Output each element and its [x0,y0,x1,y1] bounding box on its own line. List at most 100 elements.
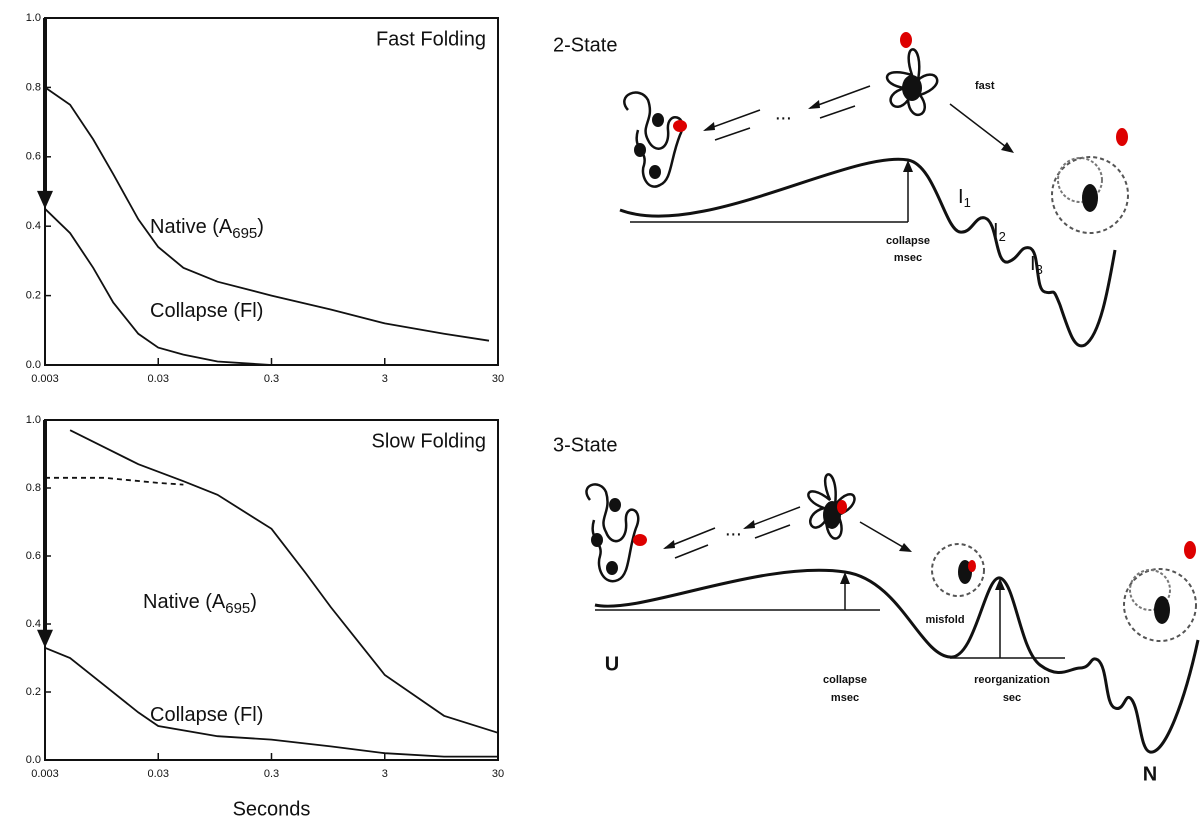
y-tick-label: 0.0 [26,359,41,371]
native-coil [1129,569,1171,611]
y-tick-label: 0.0 [26,754,41,766]
residue [591,533,603,547]
native-protein [1051,156,1129,234]
red-label [837,500,847,514]
y-tick-label: 0.2 [26,686,41,698]
misfolded-protein [931,543,985,597]
chart: 0.0 0.2 0.4 0.6 0.8 1.0 0.003 0.03 0.3 3 30 Slow Fo… [26,414,504,820]
arrow-head [663,540,675,549]
arrow-head [995,578,1005,590]
label: sec [1003,692,1021,704]
x-tick-label: 0.003 [31,373,59,385]
x-tick-label: 0.3 [264,373,279,385]
series-label-part: ) [250,591,257,613]
arrow-head [37,190,53,209]
residue [609,498,621,512]
label: reorganization [974,674,1050,686]
residue [606,561,618,575]
series-label: Native (A695) [143,591,257,617]
label: msec [831,692,859,704]
y-tick-label: 1.0 [26,414,41,426]
arrow-head [899,543,912,552]
y-tick-label: 1.0 [26,12,41,24]
diagram-title: 2-State [553,34,617,56]
dots: ... [775,102,792,124]
arrow [859,521,909,551]
y-tick-label: 0.4 [26,220,41,232]
x-tick-label: 0.003 [31,768,59,780]
data-line [69,429,499,734]
series-label: Native (A695) [150,216,264,242]
x-tick-label: 30 [492,768,504,780]
series-label-part: 695 [225,600,250,617]
arrow-head [903,160,913,172]
arrow [949,103,1011,151]
series-label-part: Collapse (Fl) [150,704,263,726]
energy-landscape [619,157,1117,348]
intermediate: I2 [993,220,1006,244]
arrow [754,524,791,539]
y-tick-label: 0.4 [26,618,41,630]
red-label [1116,128,1128,146]
label: collapse [823,674,867,686]
residue [634,143,646,157]
unfolded-protein [623,91,684,188]
native-protein [1123,568,1197,642]
residue [649,165,661,179]
series-label: Collapse (Fl) [150,704,263,726]
x-tick-label: 3 [382,373,388,385]
collapsed-protein [807,473,856,540]
y-tick-label: 0.6 [26,151,41,163]
unfolded-protein [585,483,640,583]
energy-landscape [594,568,1200,754]
chart: 0.0 0.2 0.4 0.6 0.8 1.0 0.003 0.03 0.3 3 30 Fast Fo… [26,12,504,385]
label: misfold [925,614,964,626]
data-line [44,208,272,366]
red-label [633,534,647,546]
series-label-part: Collapse (Fl) [150,300,263,322]
data-line [44,86,490,342]
arrow-head [808,100,820,109]
three-state-diagram: 3-State U collapse msec misfold reorgani… [553,434,1200,785]
core [1154,596,1170,624]
x-tick-label: 3 [382,768,388,780]
label: fast [975,80,995,92]
x-axis-label: Seconds [233,798,311,820]
chart-title: Fast Folding [376,28,486,50]
y-tick-label: 0.8 [26,81,41,93]
core [1082,184,1098,212]
arrow [809,85,871,109]
arrow [714,127,751,141]
data-line [44,646,498,758]
series-label: Collapse (Fl) [150,300,263,322]
x-tick-label: 0.03 [148,373,169,385]
collapsed-protein [885,48,939,117]
plot-frame [44,17,499,366]
diagram-title: 3-State [553,434,617,456]
x-tick-label: 0.03 [148,768,169,780]
two-state-diagram: 2-State collapse msec I1 I2 I3 fast ... [553,32,1129,348]
arrow-head [37,629,53,648]
series-label-part: Native (A [150,216,233,238]
series-label-part: ) [257,216,264,238]
plot-frame [44,419,499,761]
dots: ... [725,518,742,540]
core [902,75,922,101]
x-tick-label: 0.3 [264,768,279,780]
intermediate: I3 [1030,253,1043,277]
state-label: N [1143,763,1157,785]
red-label [673,120,687,132]
core [823,501,841,529]
red-label [900,32,912,48]
native-coil [1057,157,1103,203]
label: msec [894,252,922,264]
chart-title: Slow Folding [371,430,486,452]
intermediate: I1 [958,186,971,210]
arrow-head [1001,142,1014,153]
arrow-head [840,572,850,584]
data-line [45,476,184,486]
y-tick-label: 0.6 [26,550,41,562]
arrow-head [703,122,715,131]
arrow-head [743,520,755,529]
